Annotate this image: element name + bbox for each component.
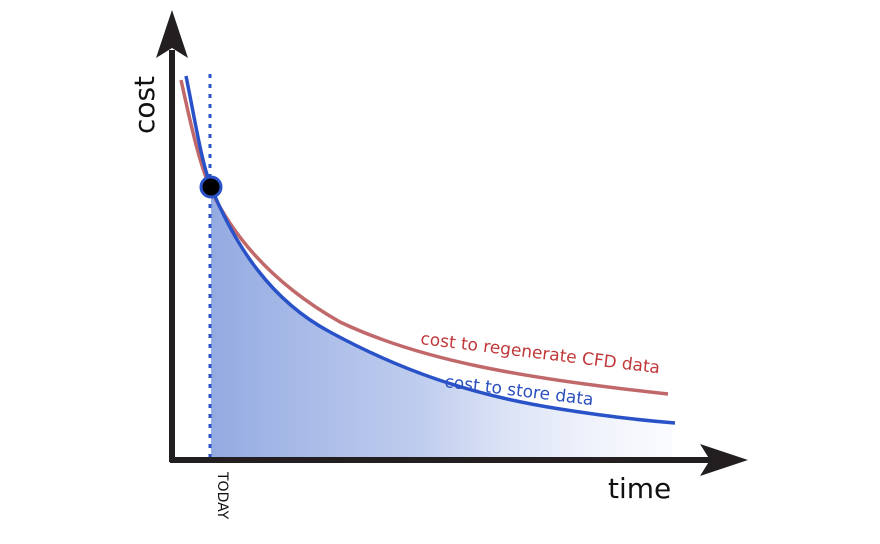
store-cost-curve	[184, 75, 676, 425]
store-cost-area	[211, 187, 672, 460]
x-axis-arrow-icon	[700, 444, 748, 476]
regenerate-curve-label: cost to regenerate CFD data	[419, 329, 661, 378]
today-intersection-point	[199, 175, 223, 199]
y-axis-arrow-icon	[156, 10, 188, 58]
y-axis-label: cost	[128, 76, 161, 134]
regenerate-cost-curve	[179, 79, 669, 396]
x-axis-label: time	[608, 472, 671, 505]
today-label: TODAY	[214, 471, 230, 520]
